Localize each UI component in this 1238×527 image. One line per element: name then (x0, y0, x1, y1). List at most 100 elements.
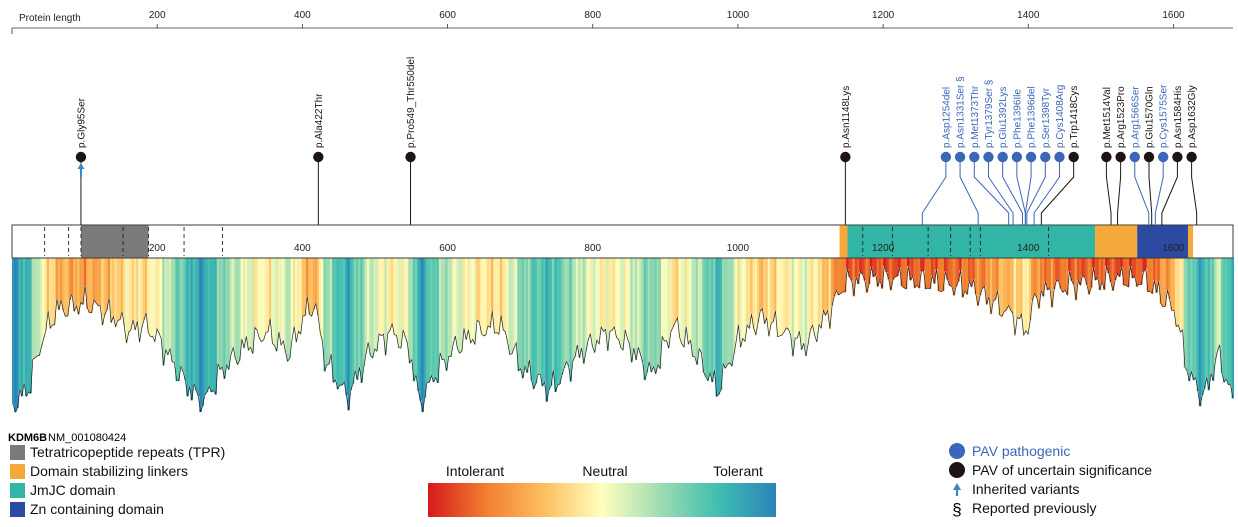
profile-bar (1150, 258, 1154, 294)
profile-bar (652, 258, 655, 367)
profile-bar (965, 258, 969, 295)
track-tick-label: 1400 (1017, 243, 1040, 254)
profile-bar (432, 258, 435, 382)
profile-bar (460, 258, 464, 352)
profile-bar (1164, 258, 1167, 307)
profile-bar (1203, 258, 1206, 389)
profile-bar (645, 258, 649, 373)
profile-bar (144, 258, 148, 313)
profile-bar (18, 258, 22, 390)
profile-bar (626, 258, 629, 339)
profile-bar (451, 258, 455, 345)
profile-bar (1089, 258, 1093, 288)
profile-bar (401, 258, 405, 330)
profile-bar (739, 258, 742, 348)
variant-marker: p.Asp1254del (921, 87, 952, 225)
profile-bar (671, 258, 675, 327)
profile-bar (284, 258, 287, 352)
profile-bar (608, 258, 612, 332)
profile-bar (1218, 258, 1221, 345)
variant-label: p.Phe1396Ile (1012, 89, 1023, 148)
profile-bar (345, 258, 348, 396)
profile-bar (641, 258, 644, 362)
variant-stem (921, 157, 947, 225)
profile-bar (874, 258, 877, 275)
variant-marker: p.Asp1632Gly (1186, 85, 1198, 225)
profile-bar (94, 258, 98, 303)
profile-bar (14, 258, 17, 412)
legend-swatch (10, 483, 25, 498)
profile-bar (46, 258, 50, 311)
legend-domain-label: JmJC domain (30, 482, 116, 498)
variant-marker: p.Ala422Thr (313, 93, 325, 225)
profile-bar (1042, 258, 1045, 297)
profile-bar (290, 258, 294, 340)
profile-bar (883, 258, 886, 266)
profile-bar (543, 258, 546, 383)
profile-bar (299, 258, 302, 334)
profile-bar (364, 258, 368, 354)
profile-bar (780, 258, 784, 336)
profile-bar (1120, 258, 1123, 267)
profile-bar (240, 258, 244, 340)
profile-bar (292, 258, 296, 327)
profile-bar (334, 258, 337, 381)
profile-bar (791, 258, 795, 357)
profile-bar (937, 258, 941, 291)
profile-bar (558, 258, 562, 384)
profile-bar (462, 258, 466, 329)
profile-bar (822, 258, 825, 311)
variant-stem (1033, 157, 1060, 225)
variant-stem (973, 157, 1010, 225)
profile-bar (732, 258, 736, 354)
profile-bar (502, 258, 505, 330)
profile-bar (380, 258, 383, 336)
profile-bar (417, 258, 420, 391)
variant-label: p.Asn1584His (1173, 86, 1184, 148)
profile-bar (151, 258, 154, 337)
variant-dot (1068, 151, 1079, 163)
profile-bar (1000, 258, 1004, 317)
profile-bar (819, 258, 823, 328)
profile-bar (467, 258, 470, 330)
profile-bar (227, 258, 231, 370)
profile-bar (336, 258, 339, 389)
profile-bar (22, 258, 26, 384)
profile-bar (297, 258, 300, 332)
axis-tick-label: 600 (439, 10, 456, 21)
profile-bar (689, 258, 692, 341)
profile-bar (473, 258, 477, 345)
profile-bar (743, 258, 747, 342)
profile-bar (1205, 258, 1208, 378)
profile-bar (441, 258, 444, 360)
profile-bar (92, 258, 96, 301)
domain-block (80, 225, 149, 258)
profile-bar (1209, 258, 1213, 374)
profile-bar (142, 258, 146, 321)
profile-bar (175, 258, 178, 381)
profile-bar (425, 258, 429, 383)
profile-bar (907, 258, 910, 266)
variant-stem (1002, 157, 1023, 225)
profile-bar (1063, 258, 1067, 291)
profile-bar (900, 258, 904, 286)
profile-bar (560, 258, 564, 375)
profile-bar (854, 258, 858, 277)
profile-bar (282, 258, 285, 341)
profile-bar (138, 258, 141, 343)
profile-bar (567, 258, 570, 366)
profile-bar (985, 258, 988, 305)
profile-bar (49, 258, 52, 329)
profile-bar (1198, 258, 1202, 407)
profile-bar (850, 258, 853, 281)
profile-bar (255, 258, 259, 331)
profile-bar (218, 258, 222, 370)
profile-bar (1009, 258, 1012, 311)
profile-bar (532, 258, 535, 389)
profile-bar (576, 258, 579, 345)
profile-bar (129, 258, 133, 330)
profile-bar (562, 258, 566, 368)
profile-bar (717, 258, 721, 395)
variant-dot (1158, 151, 1169, 163)
profile-bar (464, 258, 468, 340)
